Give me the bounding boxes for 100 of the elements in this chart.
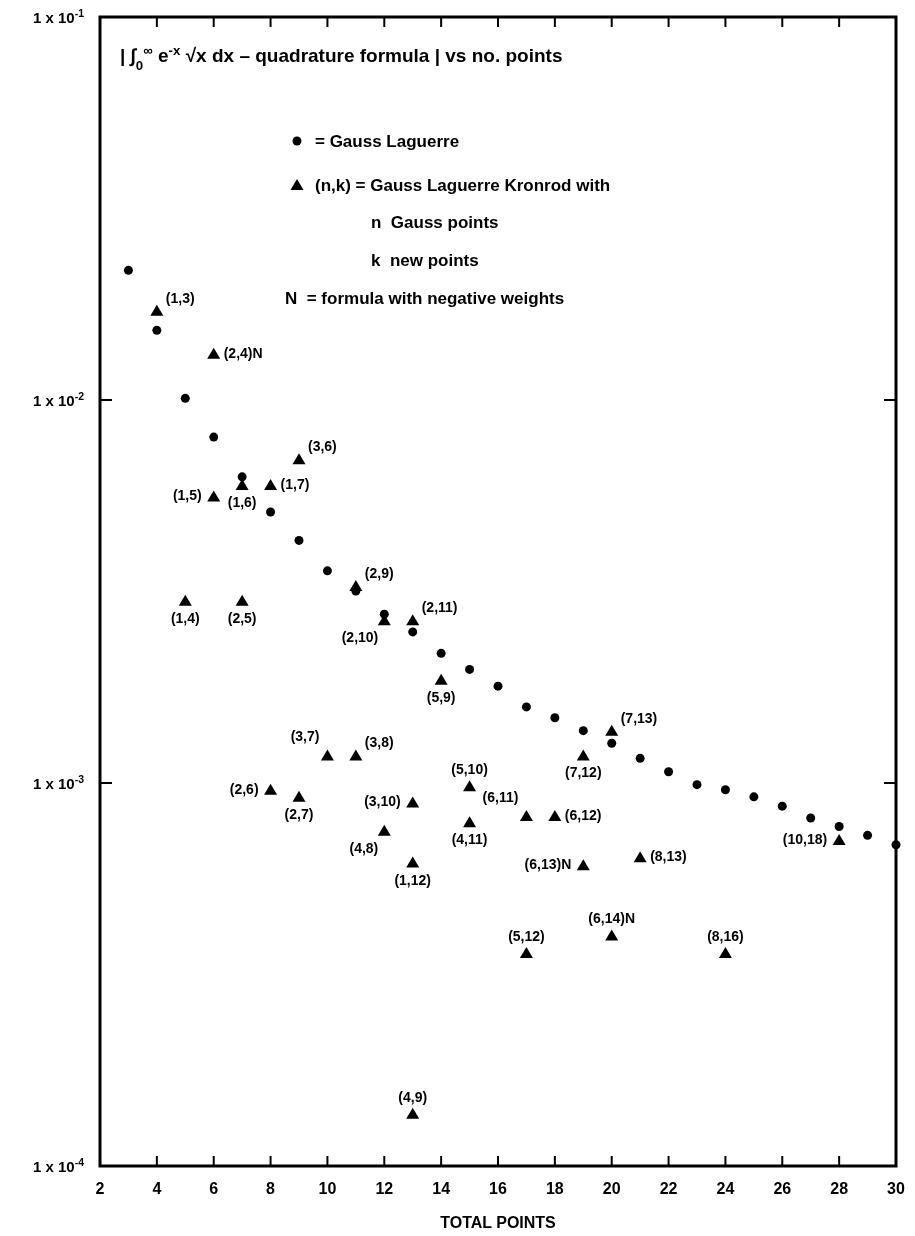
point [806,813,816,823]
x-tick-label: 24 [716,1180,735,1197]
x-tick-label: 28 [830,1180,849,1197]
point [548,810,562,822]
y-tick-label: 1 x 10$^{-2}$ [32,390,85,409]
point [408,627,418,637]
annotation: (6,13)N [524,856,572,873]
annotation: (1,3) [165,289,195,306]
point [207,490,221,502]
x-tick-label: 18 [545,1180,564,1197]
annotation: n Gauss points [371,213,499,232]
point [720,785,730,795]
x-tick-label: 12 [375,1180,394,1197]
annotation: (1,6) [227,493,257,510]
annotation: (2,7) [284,805,314,822]
point [578,726,588,736]
point [718,946,732,958]
x-tick-label: 2 [95,1180,105,1197]
annotation: (7,12) [565,764,602,781]
annotation: (3,8) [364,734,394,751]
point [463,816,477,828]
text: | ∫$_{0}$$^{∞}$ e$^{-x}$ √x dx – quadrature formula | vs no. points [120,42,563,73]
legend-label: (n,k) = Gauss Laguerre Kronrod with [315,176,611,195]
annotation: (1,12) [394,871,431,888]
point [465,664,475,674]
point [605,929,619,941]
x-tick-label: 4 [152,1180,162,1197]
annotation: (2,6) [229,780,259,797]
point [292,453,306,465]
point [635,753,645,763]
point [322,566,332,576]
point [377,824,391,836]
point [150,304,164,316]
annotation: (1,7) [280,475,310,492]
point [207,347,221,359]
point [292,790,306,802]
point [266,507,276,517]
annotation: (3,10) [364,793,401,810]
point [834,821,844,831]
point [406,1107,420,1119]
annotation: k new points [371,251,479,270]
x-tick-label: 20 [602,1180,621,1197]
point [832,833,846,845]
point [178,594,192,606]
annotation: (6,12) [564,807,602,824]
point [123,265,133,275]
y-tick-label: 1 x 10$^{-1}$ [32,7,85,26]
point [607,738,617,748]
point [576,859,590,871]
point [320,749,334,761]
annotation: (8,16) [707,927,744,944]
x-tick-label: 16 [489,1180,507,1197]
point [519,946,533,958]
point [349,749,363,761]
annotation: N = formula with negative weights [285,289,565,308]
x-tick-label: 30 [887,1180,905,1197]
annotation: (2,5) [227,609,257,626]
point [180,393,190,403]
point [521,702,531,712]
x-tick-label: 14 [432,1180,451,1197]
point [463,780,477,792]
annotation: (5,10) [451,761,488,778]
point [406,614,420,626]
annotation: (8,13) [650,848,687,865]
point [749,792,759,802]
point [493,681,503,691]
annotation: (2,11) [421,599,458,616]
x-axis-title: TOTAL POINTS [440,1214,557,1231]
point [633,851,647,863]
annotation: (2,4)N [223,344,263,361]
point [264,478,278,490]
point [235,594,249,606]
legend-label: = Gauss Laguerre [315,132,460,151]
annotation: (6,14)N [588,910,636,927]
point [863,830,873,840]
point [406,796,420,808]
y-tick-label: 1 x 10$^{-4}$ [32,1156,85,1175]
annotation: (2,10) [341,629,379,646]
x-tick-label: 8 [266,1180,276,1197]
annotation: (7,13) [620,709,658,726]
annotation: (1,4) [170,609,200,626]
point [237,472,247,482]
annotation: (3,6) [308,438,337,455]
point [550,713,560,723]
annotation: (6,11) [482,789,519,806]
point [294,535,304,545]
annotation: (4,11) [451,831,488,848]
point [436,648,446,658]
point [209,432,219,442]
point [777,801,787,811]
annotation: (1,5) [172,487,202,504]
point [692,780,702,790]
point [406,856,420,868]
point [349,579,363,591]
annotation: (2,9) [364,564,394,581]
point [664,767,674,777]
x-tick-label: 6 [209,1180,219,1197]
point [605,724,619,736]
annotation: (4,9) [398,1088,428,1105]
point [434,673,448,685]
